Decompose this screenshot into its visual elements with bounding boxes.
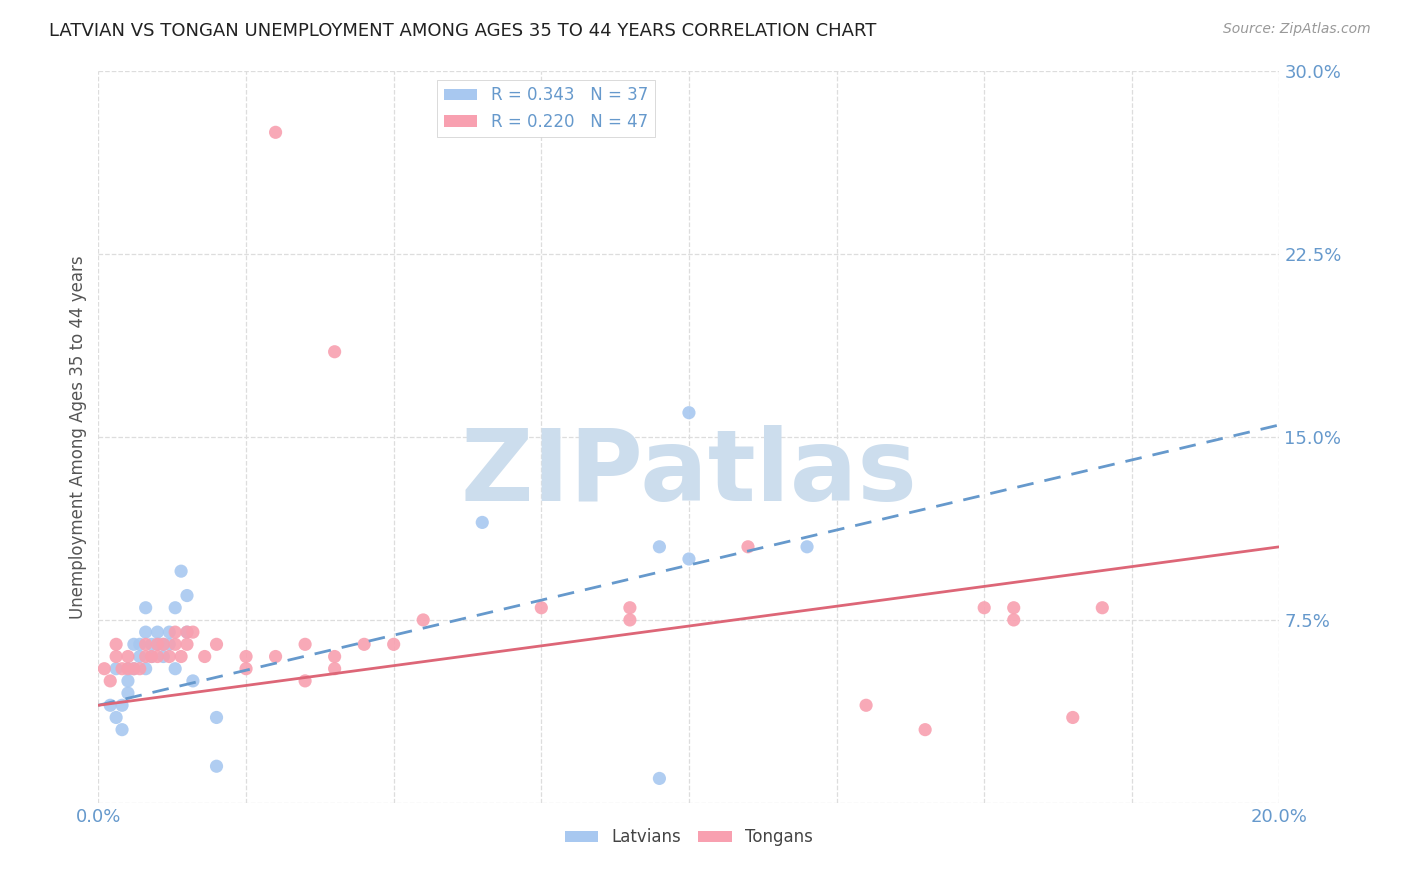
Point xyxy=(323,649,346,664)
Point xyxy=(678,406,700,420)
Point xyxy=(471,516,494,530)
Point xyxy=(135,649,157,664)
Point xyxy=(181,625,204,640)
Point xyxy=(117,662,139,676)
Point xyxy=(294,637,316,651)
Text: ZIPatlas: ZIPatlas xyxy=(461,425,917,522)
Point xyxy=(235,649,257,664)
Text: LATVIAN VS TONGAN UNEMPLOYMENT AMONG AGES 35 TO 44 YEARS CORRELATION CHART: LATVIAN VS TONGAN UNEMPLOYMENT AMONG AGE… xyxy=(49,22,876,40)
Point xyxy=(98,698,121,713)
Point xyxy=(294,673,316,688)
Point xyxy=(530,600,553,615)
Point xyxy=(194,649,217,664)
Point xyxy=(619,600,641,615)
Point xyxy=(170,649,193,664)
Point xyxy=(128,637,150,651)
Point xyxy=(152,637,174,651)
Point xyxy=(98,673,121,688)
Point xyxy=(152,649,174,664)
Point xyxy=(122,662,145,676)
Point xyxy=(1002,613,1025,627)
Point xyxy=(135,662,157,676)
Point xyxy=(855,698,877,713)
Point xyxy=(648,540,671,554)
Point xyxy=(1002,600,1025,615)
Point xyxy=(165,637,187,651)
Point xyxy=(128,662,150,676)
Point xyxy=(914,723,936,737)
Point xyxy=(1062,710,1084,724)
Point xyxy=(111,698,134,713)
Point xyxy=(205,637,228,651)
Point xyxy=(157,649,180,664)
Point xyxy=(122,637,145,651)
Point xyxy=(157,625,180,640)
Point xyxy=(111,662,134,676)
Point xyxy=(93,662,115,676)
Point xyxy=(117,662,139,676)
Point xyxy=(165,600,187,615)
Point xyxy=(382,637,405,651)
Point xyxy=(135,637,157,651)
Point xyxy=(141,649,163,664)
Legend: Latvians, Tongans: Latvians, Tongans xyxy=(558,822,820,853)
Point xyxy=(181,673,204,688)
Point xyxy=(152,637,174,651)
Point xyxy=(737,540,759,554)
Point xyxy=(176,625,198,640)
Point xyxy=(165,625,187,640)
Point xyxy=(135,600,157,615)
Point xyxy=(678,552,700,566)
Point xyxy=(205,710,228,724)
Point xyxy=(117,673,139,688)
Point xyxy=(235,662,257,676)
Point xyxy=(648,772,671,786)
Point xyxy=(135,625,157,640)
Point xyxy=(111,723,134,737)
Point xyxy=(141,637,163,651)
Point xyxy=(205,759,228,773)
Point xyxy=(176,625,198,640)
Point xyxy=(1091,600,1114,615)
Point xyxy=(973,600,995,615)
Point xyxy=(117,686,139,700)
Text: Source: ZipAtlas.com: Source: ZipAtlas.com xyxy=(1223,22,1371,37)
Point xyxy=(105,710,128,724)
Point xyxy=(122,662,145,676)
Point xyxy=(157,637,180,651)
Point xyxy=(146,637,169,651)
Point xyxy=(146,649,169,664)
Point xyxy=(105,637,128,651)
Point xyxy=(323,662,346,676)
Point xyxy=(146,637,169,651)
Point xyxy=(165,662,187,676)
Point xyxy=(412,613,434,627)
Point xyxy=(264,649,287,664)
Point xyxy=(170,564,193,578)
Point xyxy=(619,613,641,627)
Point xyxy=(796,540,818,554)
Point xyxy=(105,662,128,676)
Point xyxy=(323,344,346,359)
Point xyxy=(176,637,198,651)
Point xyxy=(264,125,287,139)
Y-axis label: Unemployment Among Ages 35 to 44 years: Unemployment Among Ages 35 to 44 years xyxy=(69,255,87,619)
Point xyxy=(353,637,375,651)
Point xyxy=(146,625,169,640)
Point xyxy=(117,649,139,664)
Point xyxy=(105,649,128,664)
Point xyxy=(128,649,150,664)
Point xyxy=(176,589,198,603)
Point xyxy=(141,649,163,664)
